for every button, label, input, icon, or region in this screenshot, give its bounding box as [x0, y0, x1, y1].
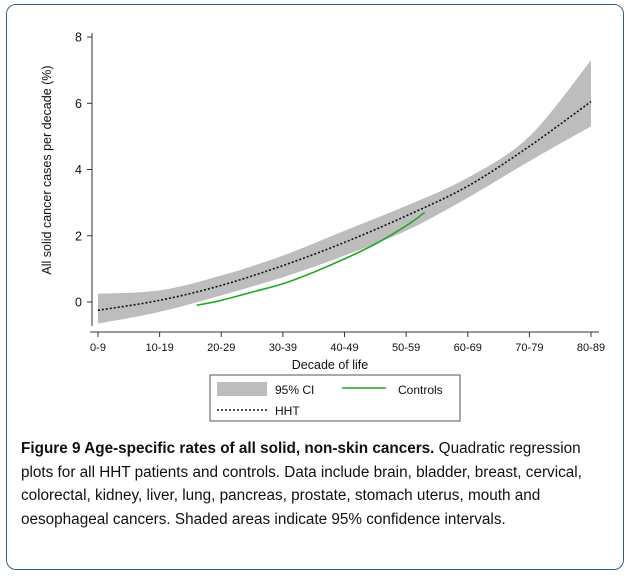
x-tick-label: 50-59	[392, 342, 420, 354]
y-tick-label: 4	[75, 163, 82, 177]
series-line-hht	[97, 100, 592, 312]
x-tick-label: 20-29	[207, 342, 235, 354]
x-tick-label: 10-19	[146, 342, 174, 354]
legend-box	[209, 374, 461, 422]
caption-text: Quadratic regression plots for all HHT p…	[21, 440, 582, 528]
series-line-layer	[97, 100, 592, 312]
x-tick-label: 70-79	[515, 342, 543, 354]
y-tick-label: 8	[75, 31, 82, 45]
y-tick-label: 0	[75, 296, 82, 310]
y-tick-label: 2	[75, 229, 82, 243]
y-axis-label: All solid cancer cases per decade (%)	[40, 65, 54, 274]
series-line-controls	[196, 211, 426, 307]
legend-swatch-ci	[217, 382, 267, 396]
x-tick-label: 30-39	[269, 342, 297, 354]
x-axis-label: Decade of life	[292, 358, 368, 372]
x-ticks: 0-9 10-19 20-29 30-39 40-49 50-59 60-69 70-79 80…	[90, 332, 605, 354]
x-tick-label: 40-49	[330, 342, 358, 354]
y-tick-label: 6	[75, 97, 82, 111]
caption-title: Figure 9 Age-specific rates of all solid…	[21, 440, 435, 457]
ci-band-layer	[98, 60, 591, 324]
legend-label-ci: 95% CI	[275, 383, 314, 397]
figure-frame: 0 2 4 6 8 0-9 10-19 20-29 30-39 40-49 50-59 60-69 7…	[6, 4, 624, 570]
x-tick-label: 0-9	[90, 342, 106, 354]
x-tick-label: 80-89	[577, 342, 605, 354]
legend: 95% CI Controls HHT	[209, 374, 461, 422]
chart: 0 2 4 6 8 0-9 10-19 20-29 30-39 40-49 50-59 60-69 7…	[7, 5, 623, 431]
y-ticks: 0 2 4 6 8	[75, 31, 92, 310]
legend-label-hht: HHT	[275, 404, 300, 418]
x-tick-label: 60-69	[454, 342, 482, 354]
plot-background	[7, 5, 623, 431]
legend-label-controls: Controls	[398, 383, 443, 397]
figure-caption: Figure 9 Age-specific rates of all solid…	[21, 437, 617, 531]
ci-band	[98, 60, 591, 324]
